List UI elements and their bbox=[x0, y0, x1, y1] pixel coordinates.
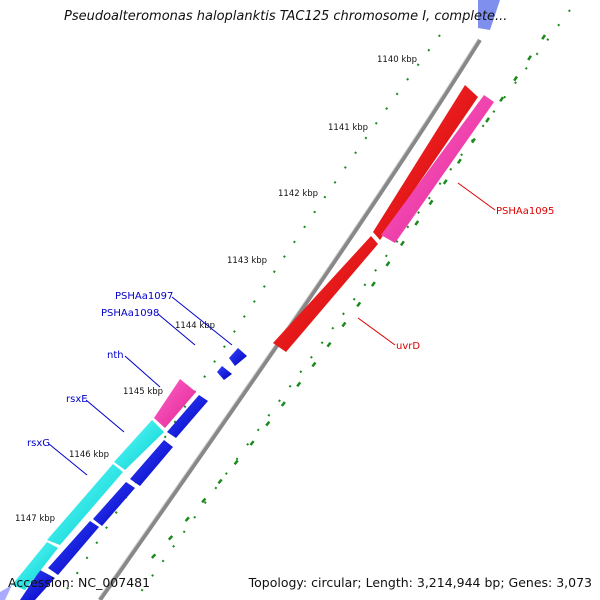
gene-label-uvrD: uvrD bbox=[396, 341, 420, 352]
gene-rsxB-arrow bbox=[130, 440, 173, 486]
leader-PSHAa1098 bbox=[157, 313, 196, 346]
leader-PSHAa1097 bbox=[171, 296, 233, 346]
gene-uvrD-arrow-2 bbox=[273, 236, 378, 352]
gene-label-PSHAa1097: PSHAa1097 bbox=[115, 291, 173, 302]
gene-uvrD-arrow bbox=[373, 85, 478, 240]
backbone-ring bbox=[98, 38, 482, 600]
leader-rsxE bbox=[85, 399, 125, 433]
gene-rsxG-arrow bbox=[48, 521, 99, 575]
genome-summary-text: Topology: circular; Length: 3,214,944 bp… bbox=[248, 575, 592, 590]
gene-cyan-2 bbox=[47, 464, 123, 545]
gene-cyan-lavender bbox=[0, 585, 12, 600]
gene-label-nth: nth bbox=[107, 350, 124, 361]
gene-nth-arrow bbox=[154, 379, 196, 428]
tick-label: 1143 kbp bbox=[227, 256, 267, 266]
gene-rsxE-arrow bbox=[167, 395, 208, 438]
outer-tick-ring bbox=[134, 9, 571, 600]
feature-top-edge bbox=[478, 0, 500, 30]
gene-label-PSHAa1098: PSHAa1098 bbox=[101, 308, 159, 319]
map-title: Pseudoalteromonas haloplanktis TAC125 ch… bbox=[64, 9, 508, 24]
gene-PSHAa1095-arrow bbox=[381, 95, 494, 243]
backbone-highlight bbox=[97, 38, 479, 600]
leader-nth bbox=[124, 355, 161, 388]
gene-label-PSHAa1095: PSHAa1095 bbox=[496, 206, 554, 217]
gene-rsxC-arrow bbox=[20, 570, 55, 600]
gene-PSHAa1098-arrow bbox=[217, 366, 232, 380]
tick-label: 1142 kbp bbox=[278, 189, 318, 199]
gene-label-rsxG: rsxG bbox=[27, 438, 50, 449]
leader-rsxG bbox=[48, 443, 88, 476]
gene-cyan-1 bbox=[114, 420, 164, 470]
accession-text: Accession: NC_007481 bbox=[8, 575, 151, 590]
tick-label: 1140 kbp bbox=[377, 55, 417, 65]
leader-uvrD bbox=[357, 317, 396, 346]
tick-label: 1145 kbp bbox=[123, 387, 163, 397]
gene-cyan-3 bbox=[12, 542, 58, 590]
leader-PSHAa1095 bbox=[457, 182, 496, 211]
tick-label: 1141 kbp bbox=[328, 123, 368, 133]
tick-label: 1146 kbp bbox=[69, 450, 109, 460]
gene-rsxD-arrow bbox=[93, 482, 135, 526]
tick-label: 1144 kbp bbox=[175, 321, 215, 331]
gene-PSHAa1097-arrow bbox=[229, 348, 247, 366]
gene-label-rsxE: rsxE bbox=[66, 394, 88, 405]
tick-label: 1147 kbp bbox=[15, 514, 55, 524]
